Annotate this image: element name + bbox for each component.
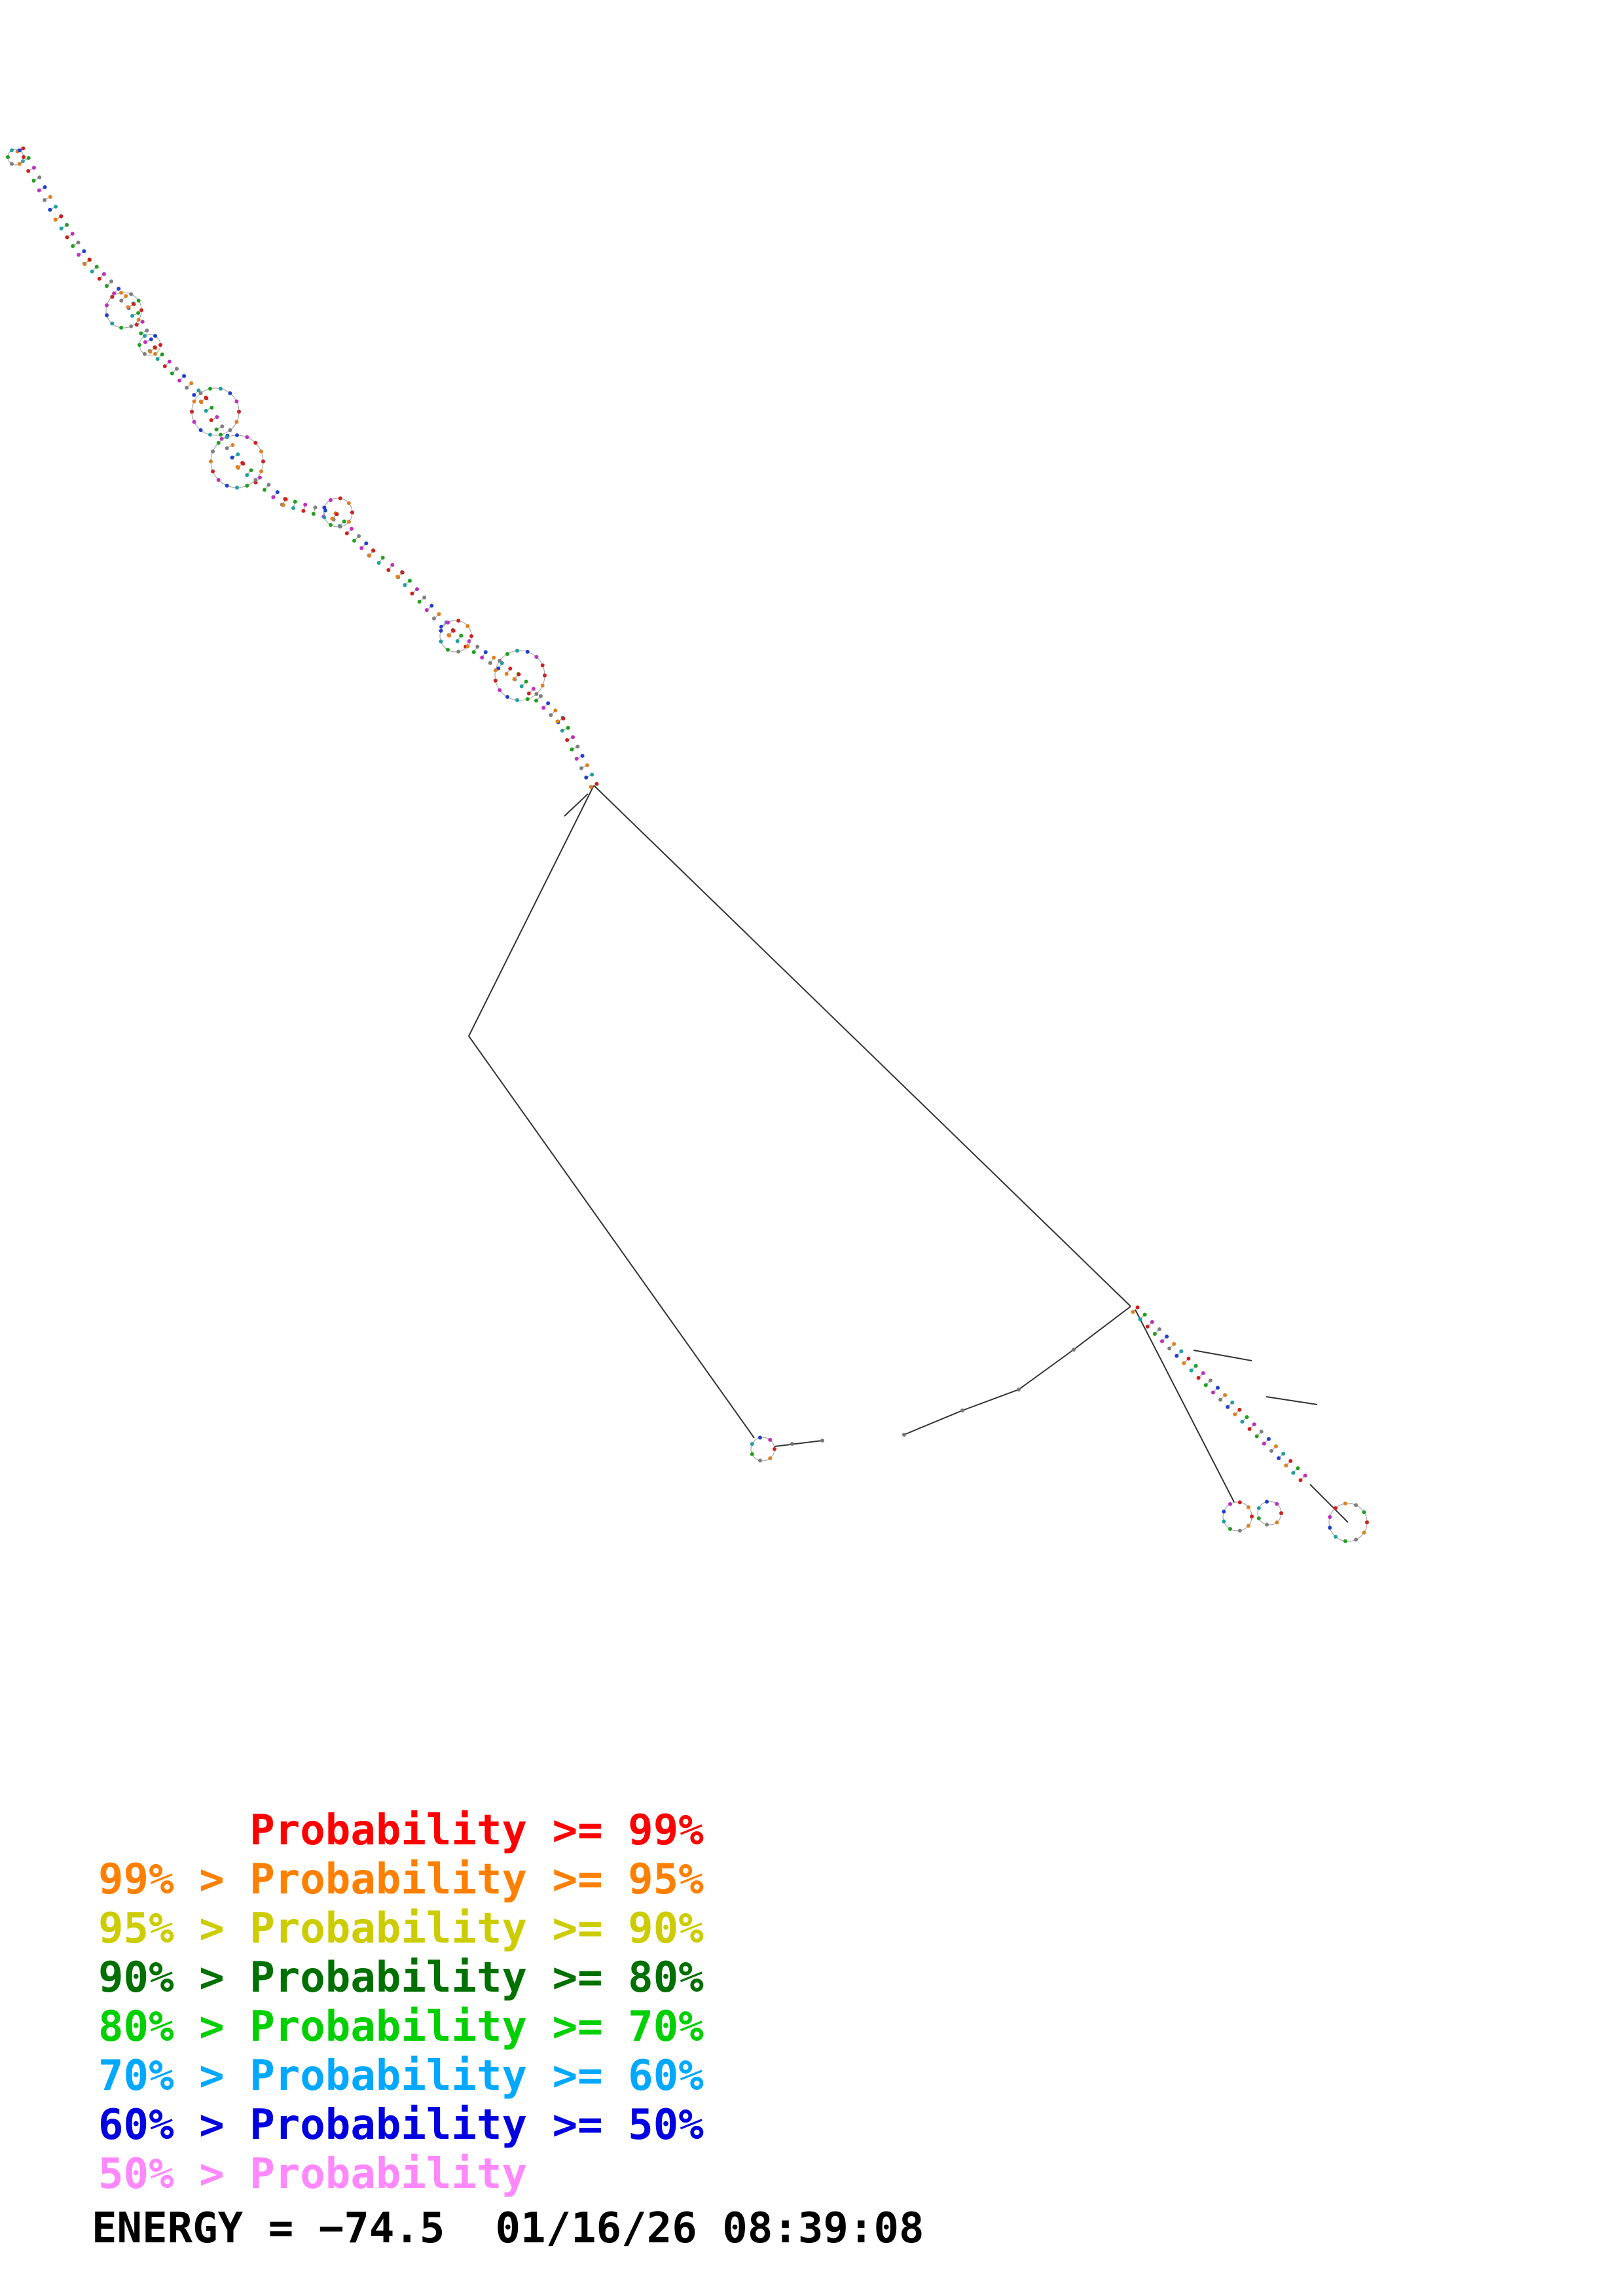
legend-entry: 50% > Probability (98, 2150, 528, 2198)
legend-entry: 60% > Probability >= 50% (98, 2101, 704, 2149)
legend-entry: Probability >= 99% (98, 1806, 704, 1855)
legend-entry: 80% > Probability >= 70% (98, 2003, 704, 2051)
legend-entry: 95% > Probability >= 90% (98, 1905, 704, 1953)
legend-entry: 99% > Probability >= 95% (98, 1856, 704, 1904)
legend-entry: 90% > Probability >= 80% (98, 1954, 704, 2002)
legend: Probability >= 99% 99% > Probability >= 9… (98, 1806, 704, 2199)
energy-text: ENERGY = −74.5 01/16/26 08:39:08 (92, 2204, 924, 2253)
legend-entry: 70% > Probability >= 60% (98, 2052, 704, 2100)
